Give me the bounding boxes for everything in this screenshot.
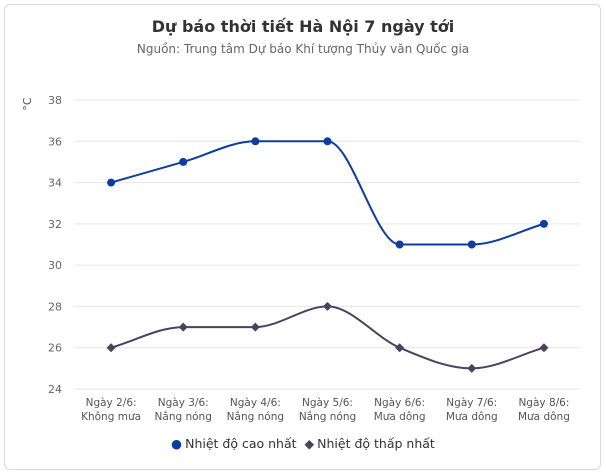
y-tick-label: 38 [48,94,62,107]
y-tick-label: 24 [48,383,62,396]
y-tick-label: 32 [48,218,62,231]
series-line [110,305,545,370]
data-point [250,322,260,332]
x-tick-label: Ngày 8/6: Mưa dông [518,397,570,423]
x-tick-label: Ngày 6/6: Mưa dông [374,397,426,423]
data-point [323,137,332,146]
x-tick-label: Ngày 4/6: Nắng nóng [227,397,284,423]
chart-subtitle: Nguồn: Trung tâm Dự báo Khí tượng Thủy v… [136,42,470,56]
data-point [539,219,548,228]
y-tick-label: 26 [48,342,62,355]
data-point [178,322,188,332]
data-point [395,343,405,353]
data-point [106,343,116,353]
data-point [179,157,188,166]
y-tick-label: 34 [48,177,62,190]
y-axis-label: °C [21,97,34,111]
legend-item[interactable]: ● Nhiệt độ cao nhất [171,436,296,451]
diamond-marker-icon: ◆ [304,436,315,451]
chart-legend: ● Nhiệt độ cao nhất ◆ Nhiệt độ thấp nhất [0,436,606,451]
chart-card [4,4,601,470]
data-point [251,137,260,146]
x-tick-label: Ngày 5/6: Nắng nóng [299,397,356,423]
data-point [107,178,116,187]
legend-label: Nhiệt độ cao nhất [185,436,297,451]
x-tick-label: Ngày 7/6: Mưa dông [446,397,498,423]
legend-item[interactable]: ◆ Nhiệt độ thấp nhất [305,436,435,451]
legend-label: Nhiệt độ thấp nhất [317,436,435,451]
data-point [467,363,477,373]
y-tick-label: 36 [48,135,62,148]
y-tick-label: 30 [48,259,62,272]
data-point [539,343,549,353]
data-point [395,240,404,249]
x-tick-label: Ngày 2/6: Không mưa [81,397,141,423]
data-point [467,240,476,249]
chart-title: Dự báo thời tiết Hà Nội 7 ngày tới [151,17,455,36]
series-line [110,140,545,246]
circle-marker-icon: ● [171,436,183,451]
x-tick-label: Ngày 3/6: Nắng nóng [155,397,212,423]
y-tick-label: 28 [48,300,62,313]
data-point [323,301,332,311]
